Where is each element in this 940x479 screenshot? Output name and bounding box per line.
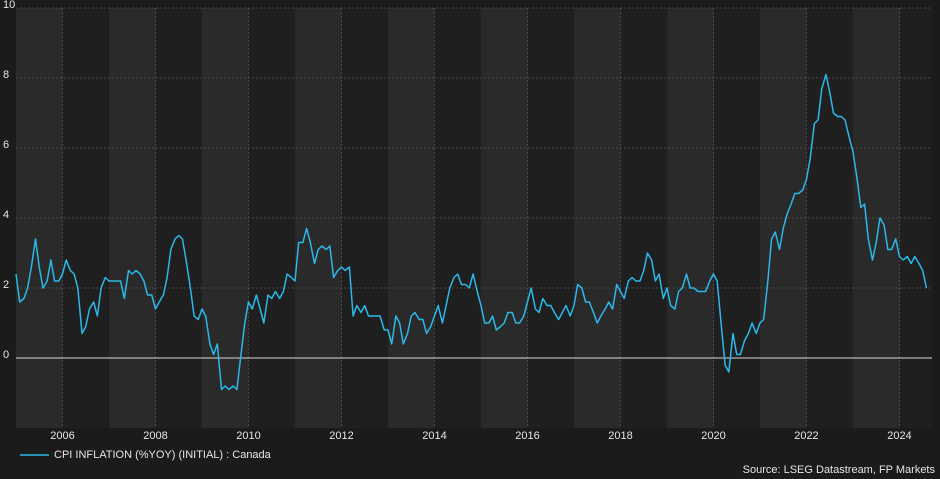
- x-tick-label: 2016: [515, 430, 539, 442]
- x-tick-label: 2018: [608, 430, 632, 442]
- x-tick-label: 2006: [50, 430, 74, 442]
- y-tick-label: 2: [3, 279, 9, 291]
- year-band: [387, 8, 435, 428]
- x-tick-label: 2024: [887, 430, 911, 442]
- year-band: [759, 8, 807, 428]
- x-tick-label: 2022: [794, 430, 818, 442]
- x-tick-label: 2014: [422, 430, 446, 442]
- grid: 2006 2008 2010 2012 2014 2016 2018 2020 2022 2024…: [3, 0, 932, 442]
- y-tick-label: 8: [3, 69, 9, 81]
- year-band: [16, 8, 63, 428]
- y-tick-label: 0: [3, 349, 9, 361]
- x-tick-label: 2008: [143, 430, 167, 442]
- marks: [15, 73, 928, 391]
- legend-label: CPI INFLATION (%YOY) (INITIAL) : Canada: [54, 449, 272, 461]
- y-tick-label: 4: [3, 209, 9, 221]
- x-tick-label: 2012: [329, 430, 353, 442]
- series-line: [15, 73, 928, 391]
- y-tick-label: 10: [3, 0, 15, 11]
- x-tick-label: 2020: [701, 430, 725, 442]
- y-tick-label: 6: [3, 139, 9, 151]
- x-tick-label: 2010: [236, 430, 260, 442]
- source: Source: LSEG Datastream, FP Markets: [743, 464, 936, 476]
